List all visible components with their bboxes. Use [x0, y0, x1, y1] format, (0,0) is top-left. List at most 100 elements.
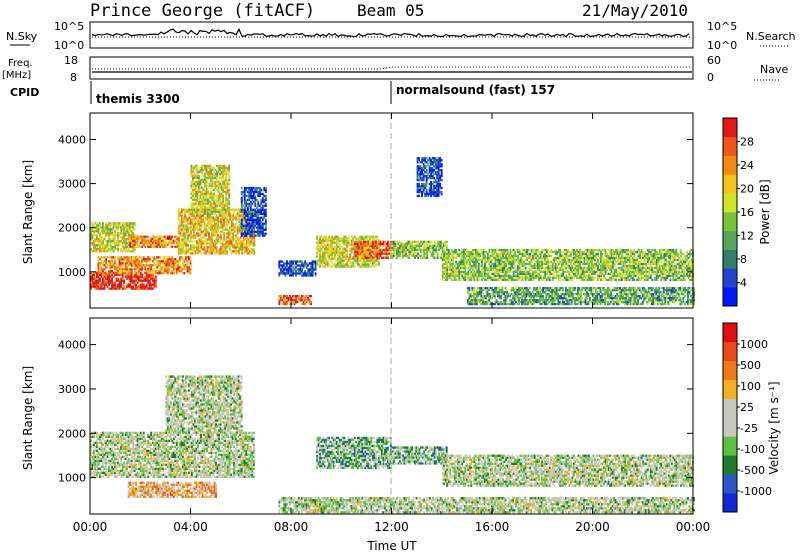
power-cell: [217, 186, 220, 189]
power-cell: [349, 249, 352, 252]
power-cell: [455, 278, 458, 281]
power-cell: [307, 274, 309, 277]
power-cell: [195, 196, 197, 199]
power-cell: [462, 272, 465, 275]
power-cell: [102, 273, 104, 276]
power-cell: [471, 276, 474, 279]
power-cell: [220, 218, 222, 221]
power-cell: [377, 252, 380, 255]
power-cell: [193, 192, 196, 195]
power-cell: [139, 266, 142, 269]
power-cell: [227, 232, 230, 235]
power-cell: [181, 234, 183, 237]
power-cell: [293, 268, 296, 271]
power-cell: [356, 259, 359, 262]
power-cell: [123, 260, 126, 263]
power-cell: [331, 245, 334, 248]
power-cell: [441, 278, 444, 281]
power-cell: [264, 198, 267, 202]
power-cell: [484, 256, 486, 260]
power-cell: [129, 260, 132, 263]
power-cell: [283, 264, 285, 267]
power-cell: [368, 242, 371, 245]
power-cell: [99, 262, 101, 265]
power-cell: [427, 240, 430, 243]
power-cell: [335, 239, 338, 242]
power-cell: [331, 239, 334, 242]
power-cell: [165, 260, 168, 263]
power-cell: [105, 228, 107, 231]
power-cell: [514, 264, 516, 268]
power-cell: [117, 222, 119, 225]
power-cell: [215, 236, 218, 239]
power-cell: [397, 246, 400, 249]
power-cell: [106, 246, 109, 249]
power-cell: [476, 254, 479, 258]
power-cell: [423, 256, 426, 259]
power-cell: [193, 182, 196, 185]
power-cell: [551, 262, 554, 266]
power-cell: [493, 272, 495, 275]
power-cell: [215, 218, 218, 221]
power-cell: [314, 262, 317, 265]
power-cell: [447, 272, 450, 275]
power-cell: [377, 250, 380, 253]
power-cell: [138, 287, 141, 290]
power-cell: [314, 268, 317, 271]
power-cell: [186, 270, 189, 273]
power-cell: [147, 277, 150, 280]
power-cell: [242, 222, 245, 225]
power-cell: [105, 250, 107, 253]
power-cell: [292, 270, 294, 273]
power-cell: [197, 232, 200, 235]
power-cell: [468, 260, 471, 264]
power-cell: [240, 234, 243, 237]
power-cell: [391, 242, 394, 245]
power-cell: [251, 202, 254, 206]
power-cell: [129, 222, 132, 225]
power-cell: [235, 234, 238, 237]
power-cell: [473, 272, 476, 275]
power-cell: [359, 265, 362, 268]
power-cell: [226, 186, 229, 189]
power-cell: [210, 196, 212, 199]
power-cell: [452, 260, 455, 264]
power-cell: [184, 218, 186, 221]
power-cell: [218, 252, 221, 255]
power-cell: [220, 252, 222, 255]
power-cell: [391, 244, 394, 247]
power-cell: [195, 166, 197, 170]
power-cell: [484, 278, 486, 281]
power-cell: [246, 222, 249, 225]
power-cell: [123, 228, 126, 231]
cpid-mode-1: themis 3300: [96, 92, 180, 106]
power-cell: [230, 242, 233, 245]
power-cell: [224, 240, 227, 243]
power-cell: [179, 248, 182, 251]
noise-left-tick-top: 10^5: [54, 20, 84, 33]
power-cell: [397, 252, 400, 255]
power-cell: [204, 184, 206, 187]
power-cell: [123, 238, 126, 241]
power-cell: [208, 174, 211, 178]
power-cell: [402, 248, 404, 251]
power-cell: [224, 246, 227, 249]
power-cell: [257, 186, 260, 190]
power-cell: [179, 244, 182, 247]
power-cell: [230, 236, 233, 239]
power-cell: [340, 265, 343, 268]
power-cell: [225, 194, 228, 197]
power-cell: [491, 276, 494, 279]
power-cell: [319, 257, 321, 260]
power-cell: [233, 208, 236, 211]
power-cell: [105, 260, 107, 263]
power-cell: [368, 261, 371, 264]
power-cell: [147, 241, 150, 244]
power-cell: [99, 232, 101, 235]
power-cell: [102, 287, 104, 290]
power-cell: [320, 255, 323, 258]
power-cell: [182, 208, 185, 211]
power-cell: [430, 252, 433, 255]
power-cell: [335, 249, 338, 252]
power-cell: [240, 202, 243, 206]
